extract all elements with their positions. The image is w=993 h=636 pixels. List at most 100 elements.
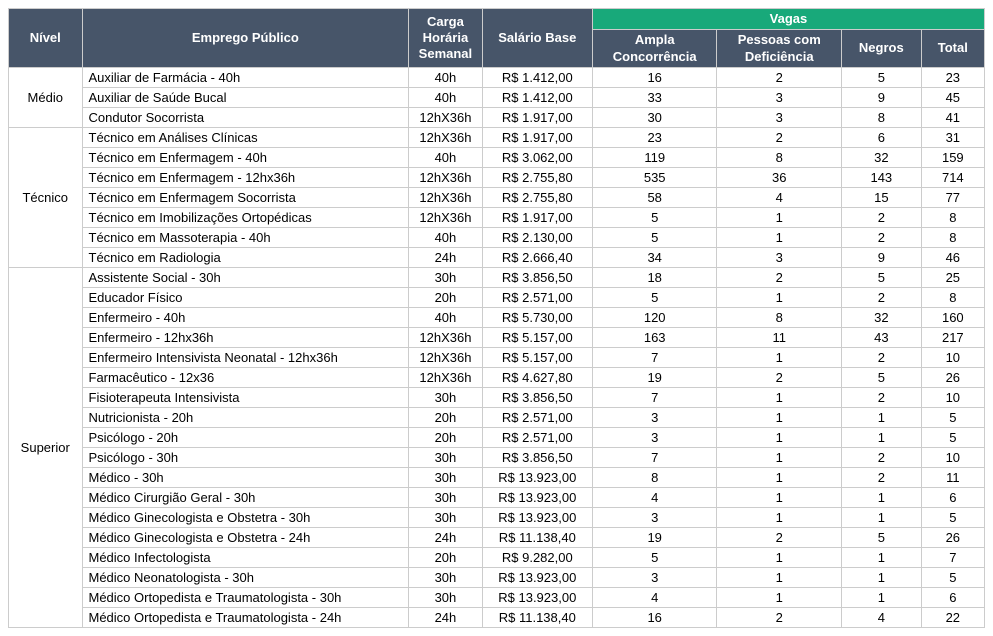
table-row: Médico Neonatologista - 30h30hR$ 13.923,… bbox=[9, 567, 985, 587]
ampla-cell: 23 bbox=[592, 127, 717, 147]
negros-cell: 2 bbox=[842, 227, 922, 247]
negros-cell: 1 bbox=[842, 587, 922, 607]
total-cell: 31 bbox=[921, 127, 984, 147]
total-cell: 6 bbox=[921, 487, 984, 507]
negros-cell: 143 bbox=[842, 167, 922, 187]
salario-cell: R$ 2.755,80 bbox=[482, 167, 592, 187]
table-row: Psicólogo - 20h20hR$ 2.571,003115 bbox=[9, 427, 985, 447]
total-cell: 25 bbox=[921, 267, 984, 287]
carga-cell: 30h bbox=[409, 467, 483, 487]
total-cell: 714 bbox=[921, 167, 984, 187]
negros-cell: 1 bbox=[842, 507, 922, 527]
pcd-cell: 36 bbox=[717, 167, 842, 187]
ampla-cell: 5 bbox=[592, 287, 717, 307]
table-row: Médico Ginecologista e Obstetra - 30h30h… bbox=[9, 507, 985, 527]
ampla-cell: 7 bbox=[592, 347, 717, 367]
table-row: Médico - 30h30hR$ 13.923,0081211 bbox=[9, 467, 985, 487]
table-row: Médico Ginecologista e Obstetra - 24h24h… bbox=[9, 527, 985, 547]
carga-cell: 40h bbox=[409, 147, 483, 167]
table-row: Técnico em Radiologia24hR$ 2.666,4034394… bbox=[9, 247, 985, 267]
pcd-cell: 1 bbox=[717, 407, 842, 427]
total-cell: 46 bbox=[921, 247, 984, 267]
total-cell: 7 bbox=[921, 547, 984, 567]
job-cell: Médico Neonatologista - 30h bbox=[82, 567, 409, 587]
pcd-cell: 1 bbox=[717, 587, 842, 607]
salario-cell: R$ 13.923,00 bbox=[482, 587, 592, 607]
jobs-table: Nível Emprego Público Carga Horária Sema… bbox=[8, 8, 985, 628]
negros-cell: 6 bbox=[842, 127, 922, 147]
ampla-cell: 5 bbox=[592, 547, 717, 567]
table-row: Fisioterapeuta Intensivista30hR$ 3.856,5… bbox=[9, 387, 985, 407]
job-cell: Técnico em Análises Clínicas bbox=[82, 127, 409, 147]
carga-cell: 40h bbox=[409, 67, 483, 87]
negros-cell: 15 bbox=[842, 187, 922, 207]
nivel-cell: Superior bbox=[9, 267, 83, 627]
header-total: Total bbox=[921, 30, 984, 68]
carga-cell: 20h bbox=[409, 547, 483, 567]
total-cell: 217 bbox=[921, 327, 984, 347]
total-cell: 10 bbox=[921, 347, 984, 367]
pcd-cell: 1 bbox=[717, 507, 842, 527]
negros-cell: 43 bbox=[842, 327, 922, 347]
pcd-cell: 11 bbox=[717, 327, 842, 347]
negros-cell: 8 bbox=[842, 107, 922, 127]
negros-cell: 2 bbox=[842, 387, 922, 407]
job-cell: Médico Ginecologista e Obstetra - 30h bbox=[82, 507, 409, 527]
header-nivel: Nível bbox=[9, 9, 83, 68]
carga-cell: 12hX36h bbox=[409, 187, 483, 207]
pcd-cell: 2 bbox=[717, 527, 842, 547]
total-cell: 22 bbox=[921, 607, 984, 627]
pcd-cell: 4 bbox=[717, 187, 842, 207]
ampla-cell: 19 bbox=[592, 527, 717, 547]
total-cell: 5 bbox=[921, 507, 984, 527]
salario-cell: R$ 4.627,80 bbox=[482, 367, 592, 387]
table-row: TécnicoTécnico em Análises Clínicas12hX3… bbox=[9, 127, 985, 147]
table-row: Técnico em Imobilizações Ortopédicas12hX… bbox=[9, 207, 985, 227]
carga-cell: 40h bbox=[409, 87, 483, 107]
job-cell: Fisioterapeuta Intensivista bbox=[82, 387, 409, 407]
total-cell: 159 bbox=[921, 147, 984, 167]
total-cell: 8 bbox=[921, 207, 984, 227]
salario-cell: R$ 1.412,00 bbox=[482, 67, 592, 87]
salario-cell: R$ 1.412,00 bbox=[482, 87, 592, 107]
ampla-cell: 3 bbox=[592, 507, 717, 527]
pcd-cell: 1 bbox=[717, 467, 842, 487]
negros-cell: 32 bbox=[842, 147, 922, 167]
pcd-cell: 2 bbox=[717, 67, 842, 87]
salario-cell: R$ 3.856,50 bbox=[482, 267, 592, 287]
job-cell: Médico Ginecologista e Obstetra - 24h bbox=[82, 527, 409, 547]
job-cell: Auxiliar de Farmácia - 40h bbox=[82, 67, 409, 87]
total-cell: 41 bbox=[921, 107, 984, 127]
negros-cell: 5 bbox=[842, 267, 922, 287]
total-cell: 11 bbox=[921, 467, 984, 487]
job-cell: Enfermeiro - 12hx36h bbox=[82, 327, 409, 347]
table-body: MédioAuxiliar de Farmácia - 40h40hR$ 1.4… bbox=[9, 67, 985, 627]
salario-cell: R$ 5.157,00 bbox=[482, 347, 592, 367]
total-cell: 6 bbox=[921, 587, 984, 607]
job-cell: Técnico em Enfermagem - 12hx36h bbox=[82, 167, 409, 187]
carga-cell: 12hX36h bbox=[409, 167, 483, 187]
pcd-cell: 1 bbox=[717, 287, 842, 307]
ampla-cell: 3 bbox=[592, 427, 717, 447]
carga-cell: 30h bbox=[409, 587, 483, 607]
salario-cell: R$ 2.571,00 bbox=[482, 427, 592, 447]
negros-cell: 5 bbox=[842, 67, 922, 87]
header-ampla: Ampla Concorrência bbox=[592, 30, 717, 68]
ampla-cell: 16 bbox=[592, 607, 717, 627]
carga-cell: 12hX36h bbox=[409, 127, 483, 147]
pcd-cell: 1 bbox=[717, 447, 842, 467]
table-row: Técnico em Enfermagem - 40h40hR$ 3.062,0… bbox=[9, 147, 985, 167]
ampla-cell: 163 bbox=[592, 327, 717, 347]
job-cell: Médico - 30h bbox=[82, 467, 409, 487]
carga-cell: 20h bbox=[409, 427, 483, 447]
job-cell: Técnico em Imobilizações Ortopédicas bbox=[82, 207, 409, 227]
ampla-cell: 4 bbox=[592, 487, 717, 507]
salario-cell: R$ 13.923,00 bbox=[482, 567, 592, 587]
carga-cell: 12hX36h bbox=[409, 107, 483, 127]
total-cell: 26 bbox=[921, 527, 984, 547]
total-cell: 160 bbox=[921, 307, 984, 327]
ampla-cell: 4 bbox=[592, 587, 717, 607]
ampla-cell: 3 bbox=[592, 567, 717, 587]
table-row: Técnico em Massoterapia - 40h40hR$ 2.130… bbox=[9, 227, 985, 247]
salario-cell: R$ 11.138,40 bbox=[482, 527, 592, 547]
